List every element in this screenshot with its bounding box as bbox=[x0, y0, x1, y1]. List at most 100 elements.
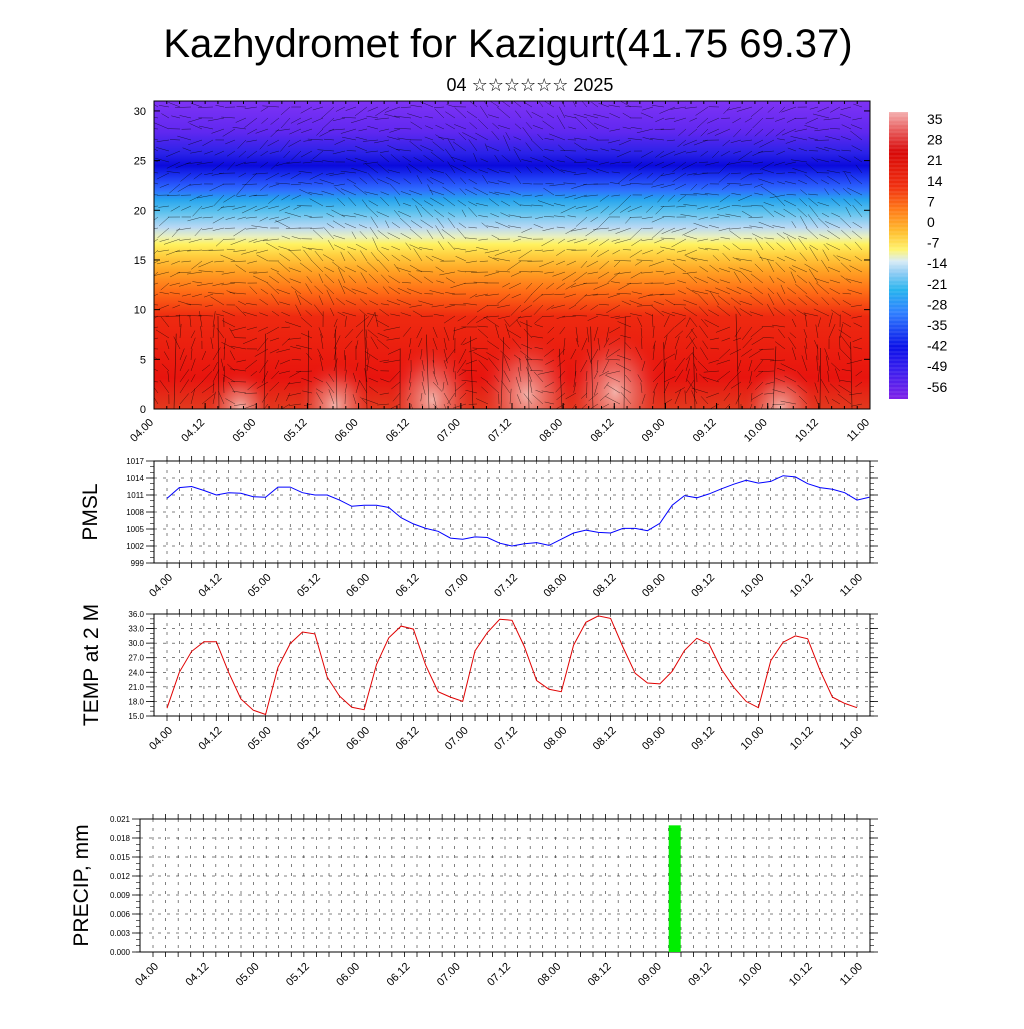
heatmap-x-tick-label: 06.12 bbox=[384, 417, 412, 445]
precip-x-tick-label: 07.00 bbox=[435, 961, 463, 989]
precip-y-tick-label: 0.021 bbox=[110, 815, 131, 824]
pmsl-y-label: PMSL bbox=[79, 483, 102, 540]
precip-x-tick-label: 06.12 bbox=[385, 961, 413, 989]
precip-panel: 0.0000.0030.0060.0090.0120.0150.0180.021… bbox=[70, 814, 878, 989]
pmsl-x-tick-label: 10.00 bbox=[739, 572, 767, 600]
heatmap-y-tick-label: 5 bbox=[140, 354, 146, 366]
colorbar-label: 21 bbox=[927, 152, 943, 168]
pmsl-x-tick-label: 05.12 bbox=[295, 572, 323, 600]
temp-2m-x-tick-label: 06.12 bbox=[394, 725, 422, 753]
precip-x-tick-label: 04.00 bbox=[133, 961, 161, 989]
precip-y-tick-label: 0.018 bbox=[110, 834, 131, 843]
heatmap-y-tick-label: 30 bbox=[134, 106, 146, 118]
precip-y-tick-label: 0.012 bbox=[110, 872, 131, 881]
heatmap-y-tick-label: 15 bbox=[134, 255, 146, 267]
temp-2m-y-tick-label: 27.0 bbox=[128, 654, 144, 663]
chart-title: Kazhydromet for Kazigurt(41.75 69.37) bbox=[163, 22, 852, 66]
heatmap-x-tick-label: 10.00 bbox=[742, 417, 770, 445]
pmsl-y-tick-label: 1014 bbox=[126, 474, 144, 483]
temp-2m-y-tick-label: 24.0 bbox=[128, 668, 144, 677]
pmsl-x-tick-label: 10.12 bbox=[788, 572, 816, 600]
temp-2m-x-tick-label: 05.00 bbox=[246, 725, 274, 753]
precip-x-tick-label: 09.12 bbox=[686, 961, 714, 989]
precip-x-tick-label: 05.00 bbox=[234, 961, 262, 989]
temp-2m-y-tick-label: 15.0 bbox=[128, 712, 144, 721]
pmsl-x-tick-label: 08.00 bbox=[541, 572, 569, 600]
precip-y-tick-label: 0.003 bbox=[110, 929, 131, 938]
colorbar-label: -42 bbox=[927, 338, 947, 354]
temp-2m-x-tick-label: 05.12 bbox=[295, 725, 323, 753]
heatmap-x-tick-label: 05.00 bbox=[230, 417, 258, 445]
pmsl-x-tick-label: 07.12 bbox=[492, 572, 520, 600]
heatmap-y-tick-label: 20 bbox=[134, 205, 146, 217]
precip-x-tick-label: 05.12 bbox=[284, 961, 312, 989]
colorbar-label: -21 bbox=[927, 276, 947, 292]
temp-2m-x-tick-label: 10.00 bbox=[739, 725, 767, 753]
temp-2m-frame bbox=[154, 614, 870, 716]
colorbar-label: -14 bbox=[927, 255, 947, 271]
heatmap-x-tick-label: 04.00 bbox=[128, 417, 156, 445]
temp-2m-y-tick-label: 18.0 bbox=[128, 697, 144, 706]
pmsl-x-tick-label: 06.00 bbox=[344, 572, 372, 600]
temp-2m-x-tick-label: 10.12 bbox=[788, 725, 816, 753]
precip-x-tick-label: 09.00 bbox=[636, 961, 664, 989]
precip-y-tick-label: 0.009 bbox=[110, 891, 131, 900]
pmsl-x-tick-label: 07.00 bbox=[443, 572, 471, 600]
heatmap-x-tick-label: 07.00 bbox=[435, 417, 463, 445]
temp-2m-x-tick-label: 06.00 bbox=[344, 725, 372, 753]
temp-2m-x-tick-label: 04.00 bbox=[147, 725, 175, 753]
colorbar-label: -35 bbox=[927, 317, 947, 333]
heatmap-x-tick-label: 04.12 bbox=[179, 417, 207, 445]
precip-y-tick-label: 0.006 bbox=[110, 910, 131, 919]
temp-2m-y-tick-label: 21.0 bbox=[128, 683, 144, 692]
temp-2m-y-tick-label: 36.0 bbox=[128, 610, 144, 619]
pmsl-frame bbox=[154, 461, 870, 563]
pmsl-y-tick-label: 1011 bbox=[127, 491, 145, 500]
colorbar-label: 7 bbox=[927, 193, 935, 209]
colorbar-label: 0 bbox=[927, 214, 935, 230]
pmsl-x-tick-label: 06.12 bbox=[394, 572, 422, 600]
heatmap-x-tick-label: 10.12 bbox=[793, 417, 821, 445]
temp-2m-x-tick-label: 07.12 bbox=[492, 725, 520, 753]
heatmap-x-tick-label: 08.00 bbox=[537, 417, 565, 445]
pmsl-x-tick-label: 09.00 bbox=[640, 572, 668, 600]
pmsl-series-line bbox=[167, 476, 869, 546]
heatmap-x-tick-label: 06.00 bbox=[333, 417, 361, 445]
precip-y-tick-label: 0.000 bbox=[110, 948, 131, 957]
temp-2m-x-tick-label: 08.12 bbox=[591, 725, 619, 753]
pmsl-y-tick-label: 999 bbox=[131, 559, 145, 568]
pmsl-y-tick-label: 1002 bbox=[126, 542, 144, 551]
precip-x-tick-label: 10.12 bbox=[787, 961, 815, 989]
colorbar-label: -56 bbox=[927, 379, 947, 395]
pmsl-x-tick-label: 04.00 bbox=[147, 572, 175, 600]
heatmap-y-tick-label: 10 bbox=[134, 305, 146, 317]
pmsl-x-tick-label: 04.12 bbox=[196, 572, 224, 600]
temp-2m-y-label: TEMP at 2 M bbox=[80, 604, 103, 726]
temp-2m-x-tick-label: 04.12 bbox=[196, 725, 224, 753]
heatmap-x-tick-label: 07.12 bbox=[486, 417, 514, 445]
temp-2m-x-tick-label: 11.00 bbox=[838, 725, 865, 752]
heatmap-x-tick-label: 11.00 bbox=[845, 417, 872, 444]
chart-subtitle: 04 ☆☆☆☆☆☆ 2025 bbox=[447, 75, 614, 95]
heatmap-x-tick-label: 09.00 bbox=[640, 417, 668, 445]
colorbar-label: -7 bbox=[927, 235, 940, 251]
precip-x-tick-label: 07.12 bbox=[485, 961, 513, 989]
temp-2m-x-tick-label: 08.00 bbox=[541, 725, 569, 753]
heatmap-y-tick-label: 0 bbox=[140, 404, 146, 416]
pmsl-x-tick-label: 08.12 bbox=[591, 572, 619, 600]
heatmap-x-tick-label: 08.12 bbox=[588, 417, 616, 445]
precip-x-tick-label: 06.00 bbox=[334, 961, 362, 989]
precip-x-tick-label: 11.00 bbox=[838, 961, 865, 988]
precip-x-tick-label: 10.00 bbox=[737, 961, 765, 989]
pmsl-y-tick-label: 1008 bbox=[126, 508, 144, 517]
colorbar-label: -28 bbox=[927, 296, 947, 312]
temp-2m-x-tick-label: 09.12 bbox=[689, 725, 717, 753]
heatmap-y-tick-label: 25 bbox=[134, 156, 146, 168]
temp-2m-y-tick-label: 30.0 bbox=[128, 639, 144, 648]
colorbar-label: 14 bbox=[927, 173, 943, 189]
pmsl-x-tick-label: 05.00 bbox=[246, 572, 274, 600]
